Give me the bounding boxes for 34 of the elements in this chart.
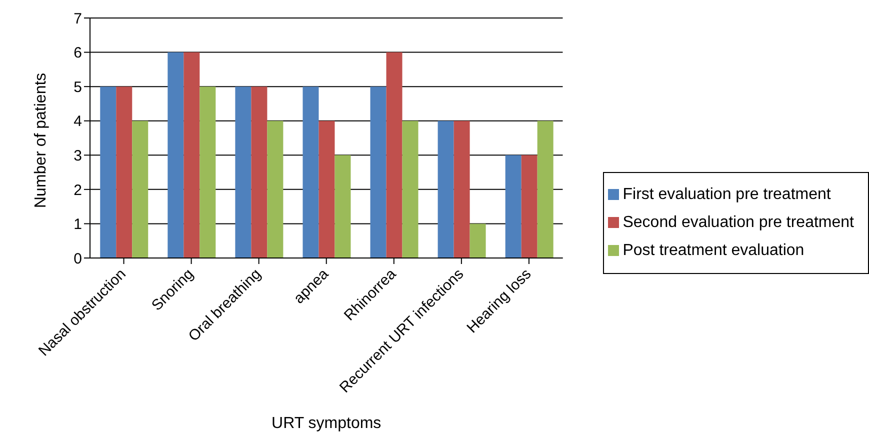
bar — [470, 224, 486, 258]
bar — [100, 86, 116, 258]
bar — [454, 120, 470, 258]
y-tick-label: 3 — [74, 147, 82, 164]
bar — [521, 155, 538, 258]
bar — [438, 120, 454, 258]
y-tick-label: 1 — [74, 216, 82, 234]
bar — [168, 52, 184, 258]
bar — [386, 52, 402, 258]
y-tick-label: 7 — [74, 10, 82, 28]
bar — [537, 120, 554, 258]
bar — [402, 120, 418, 258]
y-tick-label: 6 — [74, 44, 82, 62]
bar — [184, 52, 200, 258]
bar — [132, 120, 148, 258]
legend-label: First evaluation pre treatment — [622, 186, 831, 203]
y-tick-label: 4 — [74, 113, 82, 130]
bar — [267, 120, 284, 258]
y-tick-label: 5 — [74, 78, 82, 96]
bar — [334, 155, 351, 258]
legend-label: Post treatment evaluation — [622, 242, 804, 259]
legend-label: Second evaluation pre treatment — [622, 214, 854, 231]
y-tick-label: 2 — [74, 182, 82, 199]
bar — [200, 86, 216, 258]
y-axis-title: Number of patients — [32, 72, 50, 208]
bar — [302, 86, 319, 258]
bar — [370, 86, 386, 258]
bar — [318, 120, 335, 258]
bar — [251, 86, 268, 258]
bar — [116, 86, 132, 258]
bar — [235, 86, 252, 258]
bar — [505, 155, 522, 258]
x-axis-title: URT symptoms — [272, 415, 382, 432]
y-tick-label: 0 — [74, 250, 82, 268]
